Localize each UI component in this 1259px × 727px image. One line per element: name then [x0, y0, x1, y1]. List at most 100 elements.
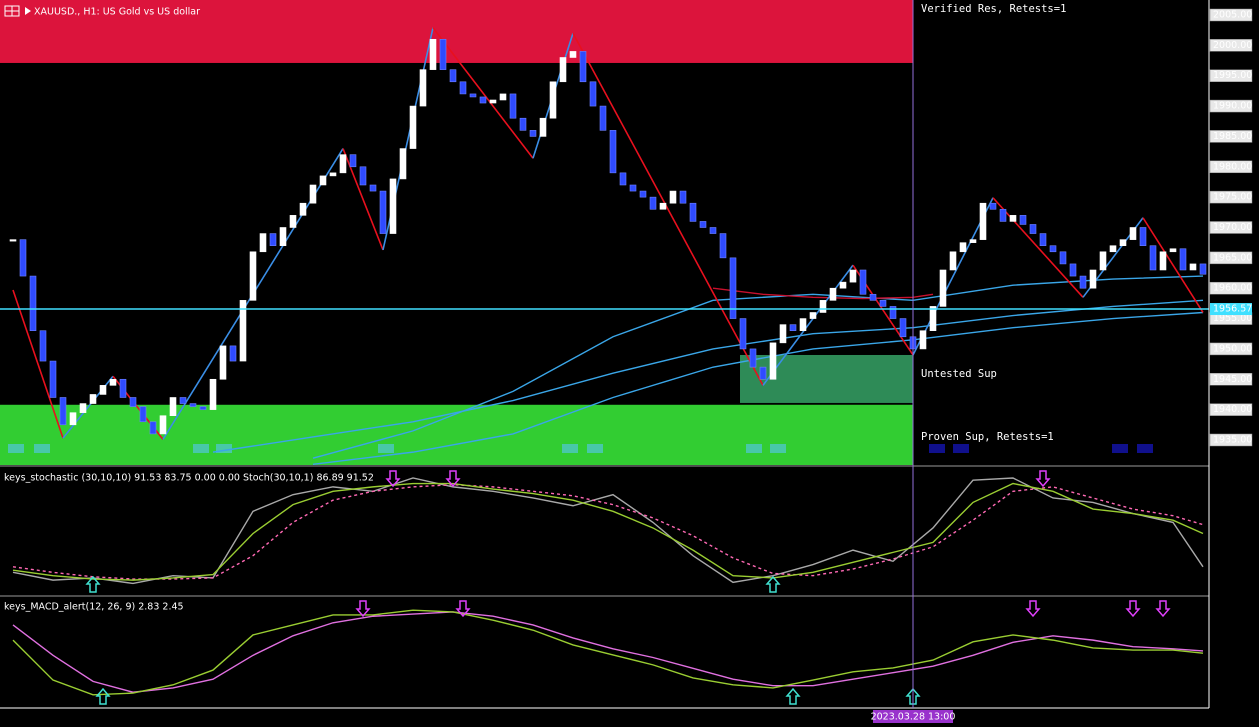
- level-label: 1985.00: [1213, 131, 1252, 142]
- candle: [119, 378, 127, 398]
- level-box: [1209, 403, 1253, 416]
- candle: [889, 306, 897, 319]
- level-box: [1209, 433, 1253, 447]
- candle: [839, 281, 847, 289]
- candle: [809, 312, 817, 319]
- candle: [1039, 233, 1047, 247]
- candle: [919, 330, 927, 350]
- level-box: [1209, 99, 1253, 113]
- current-price-box: [1210, 303, 1252, 316]
- level-box: [1209, 373, 1253, 386]
- candle: [779, 324, 787, 344]
- candle: [469, 93, 477, 98]
- level-box: [1209, 69, 1253, 82]
- buy-arrow: [765, 575, 781, 593]
- candle: [789, 324, 797, 332]
- candle: [599, 105, 607, 131]
- level-box: [1209, 221, 1253, 234]
- indicator-line: [12, 609, 1204, 696]
- candle: [1119, 239, 1127, 247]
- candle: [719, 233, 727, 259]
- candle: [479, 96, 487, 104]
- candle: [669, 190, 677, 204]
- candle: [739, 318, 747, 350]
- level-box: [1209, 8, 1253, 22]
- candle: [1049, 245, 1057, 253]
- symbol-header: XAUUSD., H1: US Gold vs US dollar: [4, 5, 200, 18]
- candle: [1139, 227, 1147, 247]
- zigzag-segment: [12, 289, 64, 439]
- candle: [1009, 215, 1017, 222]
- zigzag-segment: [342, 148, 384, 251]
- candle: [509, 93, 517, 119]
- candle: [559, 57, 567, 83]
- level-label: 1940.00: [1213, 404, 1252, 415]
- zone-label: Verified Res, Retests=1: [921, 3, 1066, 15]
- zone: [740, 354, 913, 403]
- candle: [69, 412, 77, 426]
- candle: [1079, 275, 1087, 289]
- candle: [189, 403, 197, 407]
- candle: [429, 38, 437, 70]
- candle: [1179, 248, 1187, 271]
- candle: [579, 51, 587, 83]
- candle: [89, 394, 97, 404]
- moving-average: [712, 287, 934, 300]
- level-label: 1955.00: [1213, 313, 1252, 324]
- zigzag-segment: [992, 197, 1084, 298]
- zone: [0, 0, 913, 63]
- buy-arrow: [785, 687, 801, 705]
- candle: [859, 269, 867, 295]
- candle: [209, 378, 217, 410]
- candle: [609, 130, 617, 174]
- chart-title: XAUUSD., H1: US Gold vs US dollar: [34, 7, 200, 18]
- candle: [1029, 224, 1037, 234]
- current-price-label: 1956.57: [1213, 304, 1252, 315]
- candle: [99, 385, 107, 395]
- candle: [949, 251, 957, 271]
- candle: [549, 81, 557, 119]
- zigzag-segment: [762, 264, 854, 386]
- candle: [519, 117, 527, 131]
- candle: [639, 190, 647, 198]
- indicator-title: keys_stochastic (30,10,10) 91.53 83.75 0…: [4, 473, 374, 484]
- sell-arrow: [445, 470, 461, 488]
- candle: [649, 196, 657, 210]
- candle: [799, 318, 807, 332]
- zigzag-segment: [912, 197, 994, 356]
- candle: [349, 154, 357, 168]
- candle: [369, 184, 377, 192]
- candle: [459, 81, 467, 95]
- candle: [699, 221, 707, 228]
- candle: [939, 269, 947, 307]
- candle: [19, 239, 27, 277]
- level-box: [1209, 39, 1253, 52]
- crosshair-box: [873, 710, 953, 723]
- candle: [1089, 269, 1097, 289]
- candle: [219, 345, 227, 380]
- indicator-title: keys_MACD_alert(12, 26, 9) 2.83 2.45: [4, 602, 184, 613]
- level-label: 1980.00: [1213, 161, 1252, 172]
- candle: [239, 300, 247, 362]
- candle: [1019, 215, 1027, 225]
- candle: [169, 397, 177, 417]
- candle: [159, 415, 167, 435]
- zigzag-segment: [432, 27, 534, 159]
- buy-arrow: [95, 687, 111, 705]
- candle: [1129, 227, 1137, 240]
- level-label: 1935.00: [1213, 434, 1252, 445]
- candle: [589, 81, 597, 107]
- candle: [499, 93, 507, 101]
- candle: [829, 287, 837, 301]
- candle: [539, 117, 547, 137]
- level-box: [1209, 342, 1253, 356]
- indicator-line: [12, 611, 1204, 693]
- candle: [989, 202, 997, 210]
- level-box: [1209, 190, 1253, 204]
- indicator-line: [12, 483, 1204, 580]
- candle: [769, 342, 777, 380]
- zone: [0, 404, 913, 465]
- frame: [0, 0, 1210, 709]
- candle: [1199, 263, 1207, 275]
